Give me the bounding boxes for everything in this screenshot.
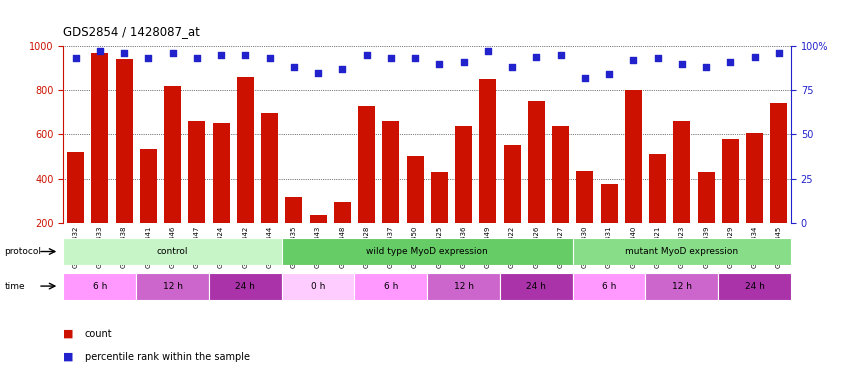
Bar xyxy=(212,123,229,223)
Bar xyxy=(601,184,618,223)
Bar xyxy=(209,273,282,300)
Point xyxy=(239,52,252,58)
Point xyxy=(384,55,398,61)
Point xyxy=(409,55,422,61)
Point xyxy=(311,70,325,76)
Text: 6 h: 6 h xyxy=(93,281,107,291)
Text: ■: ■ xyxy=(63,352,74,362)
Point xyxy=(118,50,131,56)
Bar xyxy=(237,77,254,223)
Text: 24 h: 24 h xyxy=(744,281,765,291)
Bar xyxy=(771,104,788,223)
Bar xyxy=(140,149,157,223)
Bar xyxy=(334,202,351,223)
Bar xyxy=(407,157,424,223)
Point xyxy=(69,55,82,61)
Bar xyxy=(67,152,84,223)
Bar xyxy=(261,113,278,223)
Point xyxy=(602,71,616,78)
Point xyxy=(627,57,640,63)
Bar xyxy=(63,273,136,300)
Bar xyxy=(282,273,354,300)
Point xyxy=(263,55,277,61)
Bar xyxy=(63,238,282,265)
Text: protocol: protocol xyxy=(4,247,41,256)
Point xyxy=(530,54,543,60)
Text: ■: ■ xyxy=(63,329,74,339)
Bar xyxy=(552,126,569,223)
Point xyxy=(723,59,737,65)
Bar xyxy=(116,59,133,223)
Bar xyxy=(698,172,715,223)
Bar xyxy=(718,273,791,300)
Text: 6 h: 6 h xyxy=(602,281,616,291)
Bar xyxy=(673,121,690,223)
Bar xyxy=(528,101,545,223)
Point xyxy=(287,64,300,70)
Bar xyxy=(500,273,573,300)
Point xyxy=(700,64,713,70)
Point xyxy=(93,48,107,55)
Point xyxy=(481,48,495,55)
Text: GDS2854 / 1428087_at: GDS2854 / 1428087_at xyxy=(63,25,201,38)
Point xyxy=(336,66,349,72)
Point xyxy=(651,55,664,61)
Text: percentile rank within the sample: percentile rank within the sample xyxy=(85,352,250,362)
Point xyxy=(675,61,689,67)
Bar xyxy=(354,273,427,300)
Text: 24 h: 24 h xyxy=(235,281,255,291)
Text: mutant MyoD expression: mutant MyoD expression xyxy=(625,247,739,256)
Point xyxy=(748,54,761,60)
Bar xyxy=(382,121,399,223)
Text: 0 h: 0 h xyxy=(311,281,325,291)
Text: 24 h: 24 h xyxy=(526,281,547,291)
Bar xyxy=(480,79,497,223)
Point xyxy=(505,64,519,70)
Bar xyxy=(576,171,593,223)
Point xyxy=(166,50,179,56)
Text: 12 h: 12 h xyxy=(453,281,474,291)
Point xyxy=(578,75,591,81)
Point xyxy=(432,61,446,67)
Text: 12 h: 12 h xyxy=(162,281,183,291)
Bar xyxy=(649,154,666,223)
Bar xyxy=(746,133,763,223)
Point xyxy=(772,50,786,56)
Bar xyxy=(625,90,642,223)
Bar xyxy=(358,106,375,223)
Point xyxy=(141,55,155,61)
Text: count: count xyxy=(85,329,113,339)
Bar xyxy=(722,139,739,223)
Bar xyxy=(136,273,209,300)
Bar xyxy=(164,86,181,223)
Bar xyxy=(427,273,500,300)
Point xyxy=(214,52,228,58)
Bar xyxy=(455,126,472,223)
Bar xyxy=(282,238,573,265)
Bar xyxy=(431,172,448,223)
Bar xyxy=(573,273,645,300)
Bar xyxy=(645,273,718,300)
Text: time: time xyxy=(4,281,25,291)
Bar xyxy=(503,146,520,223)
Bar xyxy=(285,197,302,223)
Text: 6 h: 6 h xyxy=(384,281,398,291)
Bar xyxy=(573,238,791,265)
Bar xyxy=(310,215,327,223)
Text: control: control xyxy=(157,247,189,256)
Text: 12 h: 12 h xyxy=(672,281,692,291)
Bar xyxy=(91,53,108,223)
Text: wild type MyoD expression: wild type MyoD expression xyxy=(366,247,488,256)
Point xyxy=(457,59,470,65)
Point xyxy=(190,55,204,61)
Point xyxy=(360,52,373,58)
Point xyxy=(554,52,568,58)
Bar xyxy=(189,121,206,223)
